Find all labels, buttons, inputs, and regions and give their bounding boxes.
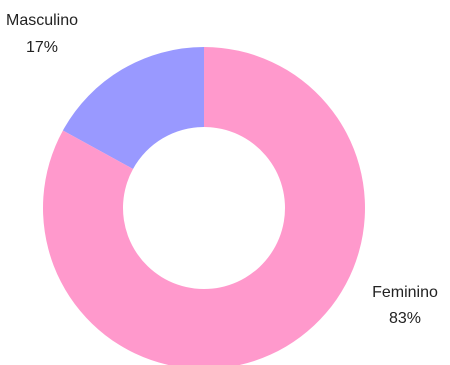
- slice-labels: Masculino 17% Feminino 83%: [6, 12, 438, 327]
- slice-label-masculino: Masculino: [6, 12, 78, 29]
- slice-label-feminino: Feminino: [372, 284, 438, 301]
- donut-slices: [43, 46, 365, 365]
- slice-feminino: [43, 47, 365, 365]
- slice-percent-feminino: 83%: [389, 310, 421, 327]
- slice-masculino: [62, 46, 204, 169]
- slice-percent-masculino: 17%: [26, 39, 58, 56]
